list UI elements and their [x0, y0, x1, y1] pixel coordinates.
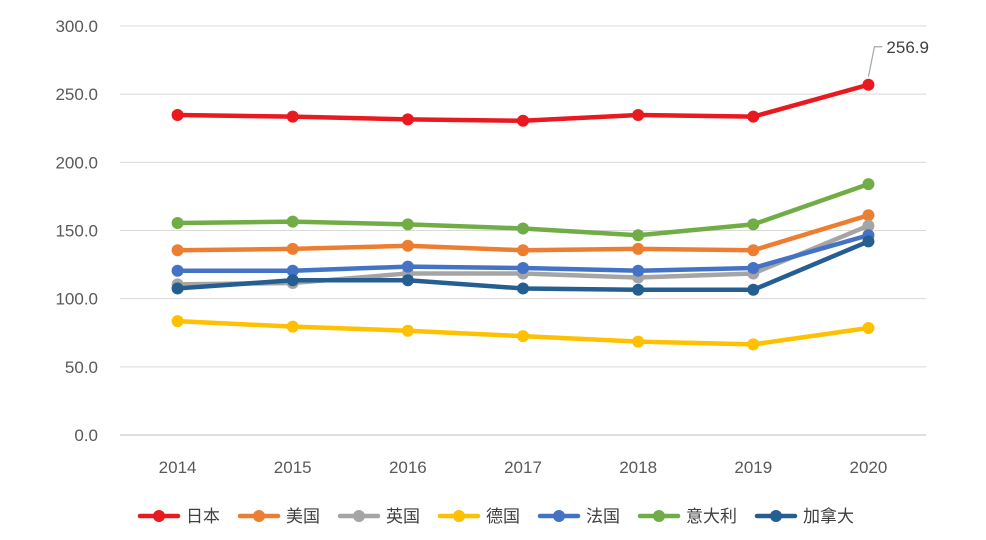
data-point [286, 110, 299, 123]
legend-item: 德国 [437, 507, 520, 527]
series [171, 178, 875, 242]
y-axis-ticks: 0.0 50.0 100.0 150.0 200.0 250.0 300.0 [55, 17, 98, 445]
data-point [401, 218, 414, 231]
legend-label: 英国 [386, 507, 420, 527]
data-point [747, 261, 760, 274]
x-tick-label: 2016 [389, 458, 427, 477]
data-point [747, 283, 760, 296]
y-tick-label: 0.0 [74, 426, 98, 445]
data-point [171, 244, 184, 257]
y-tick-label: 200.0 [55, 153, 98, 172]
data-point [517, 261, 529, 274]
data-point [517, 244, 529, 257]
data-point [401, 324, 414, 337]
legend-item: 美国 [237, 507, 320, 527]
series [171, 235, 875, 296]
y-tick-label: 300.0 [55, 17, 98, 36]
data-point [632, 109, 645, 122]
data-point [401, 274, 414, 287]
data-point [517, 222, 529, 235]
data-point [747, 338, 760, 351]
legend-label: 意大利 [686, 507, 737, 527]
data-point [171, 315, 184, 328]
x-tick-label: 2017 [504, 458, 542, 477]
legend-swatch-marker [353, 510, 365, 522]
x-tick-label: 2019 [734, 458, 772, 477]
data-point [862, 209, 875, 222]
data-point [632, 335, 645, 348]
data-point [517, 114, 529, 127]
data-point [401, 260, 414, 273]
data-point [171, 109, 184, 122]
legend-swatch-marker [770, 510, 782, 522]
data-point [862, 219, 875, 232]
data-point [632, 242, 645, 255]
data-point [632, 229, 645, 242]
x-axis-ticks: 2014 2015 2016 2017 2018 2019 2020 [159, 458, 888, 477]
data-point [171, 217, 184, 230]
series [171, 209, 875, 257]
x-tick-label: 2018 [619, 458, 657, 477]
legend-item: 法国 [537, 507, 620, 527]
data-point [747, 244, 760, 257]
data-point [286, 215, 299, 228]
legend-label: 德国 [486, 507, 520, 527]
data-point [747, 218, 760, 231]
legend-swatch-marker [153, 510, 165, 522]
gridlines [120, 25, 926, 436]
x-tick-label: 2015 [274, 458, 312, 477]
data-point [286, 320, 299, 333]
legend-label: 美国 [286, 507, 320, 527]
data-point [632, 264, 645, 277]
data-point [632, 283, 645, 296]
data-point [401, 239, 414, 252]
data-point [517, 330, 529, 343]
x-tick-label: 2020 [850, 458, 888, 477]
data-point [171, 264, 184, 277]
legend-item: 加拿大 [754, 506, 854, 527]
data-point [401, 113, 414, 126]
series [171, 315, 875, 351]
data-point [862, 178, 875, 191]
annotation-leader-line [867, 46, 883, 77]
data-point [286, 264, 299, 277]
legend-label: 法国 [586, 507, 620, 527]
legend-item: 意大利 [637, 507, 737, 527]
legend-item: 英国 [337, 507, 420, 527]
data-point [862, 78, 875, 91]
legend: 日本 美国 英国 德国 法国 意大利 加拿大 [137, 506, 854, 527]
data-point [747, 110, 760, 123]
y-tick-label: 150.0 [55, 222, 98, 241]
data-point [862, 321, 875, 334]
data-point [286, 242, 299, 255]
y-tick-label: 250.0 [55, 85, 98, 104]
legend-label: 加拿大 [803, 506, 854, 527]
legend-swatch-marker [453, 510, 465, 522]
y-tick-label: 50.0 [65, 358, 98, 377]
x-tick-label: 2014 [159, 458, 197, 477]
legend-swatch-marker [653, 510, 665, 522]
legend-item: 日本 [137, 507, 220, 527]
series [171, 78, 875, 127]
y-tick-label: 100.0 [55, 290, 98, 309]
data-annotation: 256.9 [867, 38, 929, 77]
data-point [171, 282, 184, 295]
legend-swatch-marker [553, 510, 565, 522]
data-point [286, 274, 299, 287]
data-point [517, 282, 529, 295]
legend-swatch-marker [253, 510, 265, 522]
legend-label: 日本 [186, 507, 220, 527]
data-label: 256.9 [886, 38, 929, 57]
series-group [171, 78, 875, 351]
data-point [862, 235, 875, 248]
